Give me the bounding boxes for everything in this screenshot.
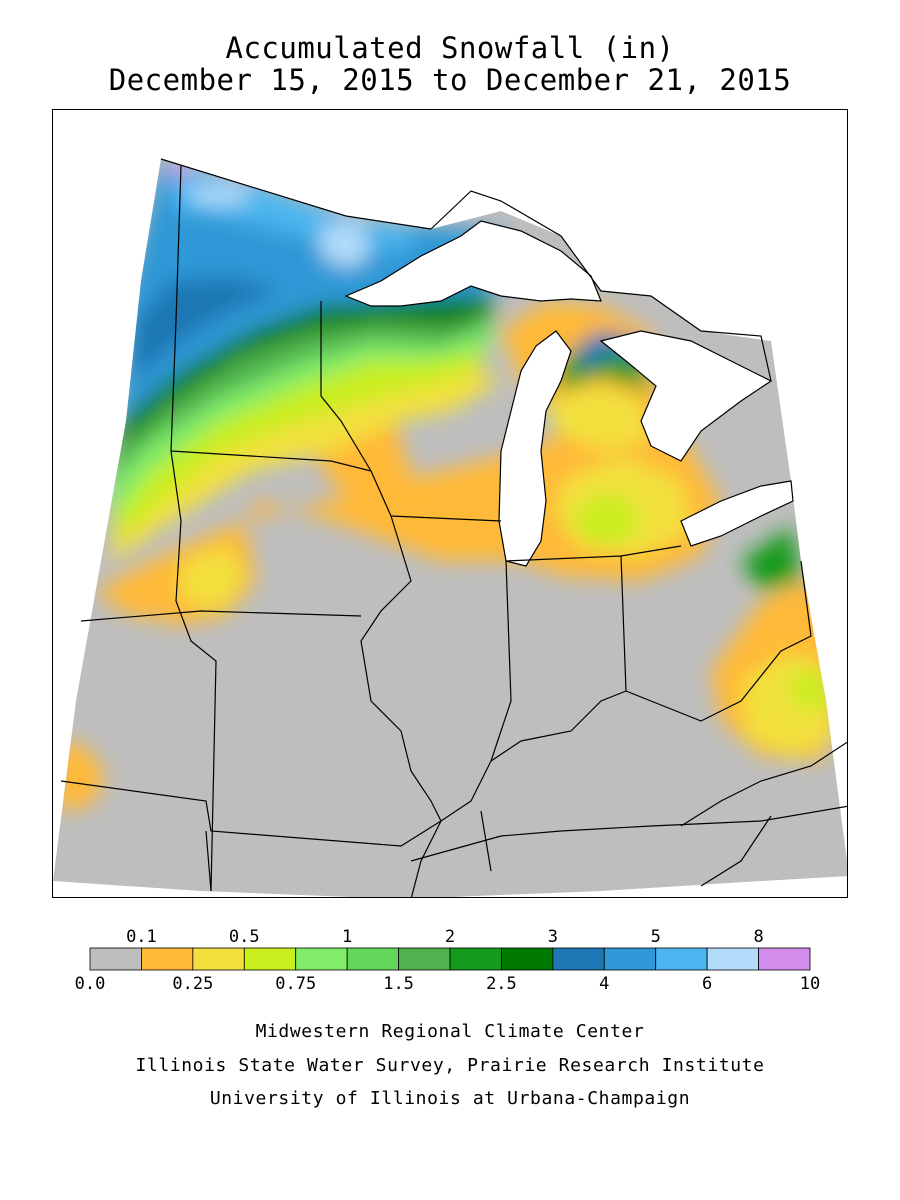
legend-lower-label: 6 [702, 974, 712, 994]
legend-swatch [346, 947, 399, 971]
legend-swatch [655, 947, 708, 971]
credit-center: Midwestern Regional Climate Center [255, 1021, 645, 1042]
legend-swatch [141, 947, 194, 971]
legend-lower-label: 2.5 [486, 974, 517, 994]
snowfall-map [52, 109, 848, 898]
legend-lower-label: 4 [599, 974, 609, 994]
legend-swatch [192, 947, 245, 971]
legend-swatch [706, 947, 759, 971]
legend-lower-label: 10 [800, 974, 820, 994]
legend-swatch [398, 947, 451, 971]
legend-upper-label: 2 [445, 927, 455, 947]
legend-swatch [501, 947, 554, 971]
legend-upper-label: 3 [548, 927, 558, 947]
legend-swatch [89, 947, 142, 971]
credit-survey: Illinois State Water Survey, Prairie Res… [135, 1055, 765, 1076]
legend-swatch [603, 947, 657, 971]
state-borders [60, 158, 847, 897]
legend-lower-label: 1.5 [383, 974, 414, 994]
legend-upper-label: 0.1 [126, 927, 157, 947]
legend-upper-label: 0.5 [229, 927, 260, 947]
legend-upper-label: 8 [753, 927, 763, 947]
color-legend: 0.1 0.5 1 2 3 5 8 0.0 0.25 0.75 1.5 2.5 4 6 10 [0, 920, 900, 1010]
great-lakes [344, 220, 794, 567]
map-title: Accumulated Snowfall (in) [225, 31, 675, 65]
legend-swatch [295, 947, 348, 971]
legend-swatch [758, 947, 811, 971]
legend-swatch [449, 947, 502, 971]
legend-lower-label: 0.75 [275, 974, 316, 994]
legend-upper-label: 5 [651, 927, 661, 947]
legend-upper-label: 1 [342, 927, 352, 947]
legend-swatch [552, 947, 605, 971]
credit-university: University of Illinois at Urbana-Champai… [209, 1088, 691, 1109]
legend-lower-label: 0.25 [172, 974, 213, 994]
map-date-range: December 15, 2015 to December 21, 2015 [108, 63, 792, 97]
legend-swatch [243, 947, 297, 971]
legend-lower-label: 0.0 [75, 974, 106, 994]
